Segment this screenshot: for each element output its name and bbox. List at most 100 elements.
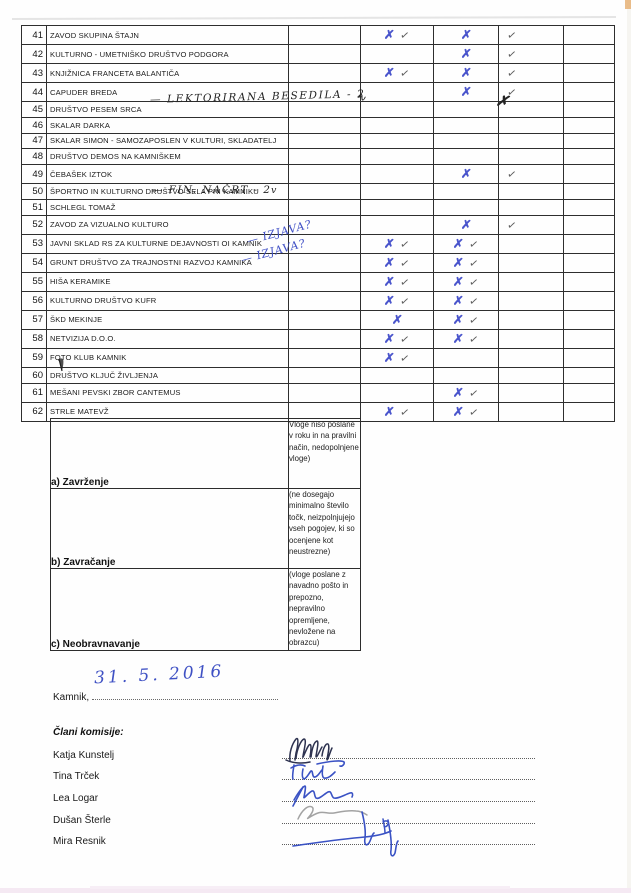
mark-cell [360,198,434,216]
row-number: 48 [21,148,47,166]
mark-cell [360,382,434,403]
mark-cell: ✓ [498,44,564,64]
evaluation-table: 41 ZAVOD SKUPINA ŠTAJN ✗ ✓ ✗ ✓ 42 KULTURNO - UM… [21,25,615,422]
member-name: Katja Kunstelj [53,749,115,761]
mark-cell [498,382,564,403]
x-mark: ✗ [452,255,465,271]
x-mark: ✗ [452,331,465,347]
signature-dotted-line [282,844,535,846]
org-name: ZAVOD SKUPINA ŠTAJN [46,25,289,45]
table-row: 41 ZAVOD SKUPINA ŠTAJN ✗ ✓ ✗ ✓ [21,25,615,45]
table-row: 52 ZAVOD ZA VIZUALNO KULTURO ✗ ✓ [21,214,615,235]
mark-cell: ✗ ✓ [360,252,434,273]
check-mark: ✓ [467,405,479,420]
mark-cell [360,164,434,185]
x-mark: ✗ [383,27,396,43]
mark-cell: ✗ [360,309,434,330]
mark-cell: ✗ ✓ [433,252,499,273]
mark-cell [563,309,615,330]
handwritten-note: — FIN. NAČRT - 2 [152,184,272,196]
mark-cell [563,82,615,102]
table-row: 56 KULTURNO DRUŠTVO KUFR ✗ ✓ ✗ ✓ [21,290,615,311]
mark-cell: ✗ ✓ [360,347,434,368]
mark-cell [288,309,361,330]
table-row: 60 DRUŠTVO KLJUČ ŽIVLJENJA [21,366,615,384]
row-number: 43 [21,63,47,83]
org-name: KNJIŽNICA FRANCETA BALANTIČA [46,63,289,83]
mark-cell: ✗ ✓ [360,233,434,254]
mark-cell [288,183,361,200]
mark-cell: ✗ ✓ [360,401,434,422]
mark-cell [563,63,615,83]
member-name: Mira Resnik [53,836,106,848]
org-name: NETVIZIJA D.O.O. [46,328,289,349]
mark-cell [360,132,434,150]
mark-cell: ✗ ✓ [360,328,434,349]
committee-member-row: Lea Logar [53,786,537,808]
mark-cell [288,271,361,292]
table-row: 51 SCHLEGL TOMAŽ [21,198,615,216]
committee-member-row: Dušan Šterle [53,808,537,830]
check-mark: ✓ [467,257,479,271]
scan-bottom-edge-artifact [0,888,631,893]
handwritten-note: ✗ [494,91,510,111]
check-mark: ✓ [398,352,410,366]
mark-cell: ✗ [433,164,499,185]
mark-cell: ✗ ✓ [360,25,434,45]
mark-cell: ✓ [498,214,564,235]
mark-cell [498,183,564,200]
x-mark: ✗ [460,46,472,62]
x-mark: ✗ [452,404,465,420]
mark-cell [563,183,615,200]
x-mark: ✗ [452,274,465,290]
category-note: (vloge poslane z navadno pošto in prepoz… [288,568,361,651]
mark-cell [498,198,564,216]
x-mark: ✗ [383,331,396,347]
mark-cell [498,309,564,330]
org-name: ŠKD MEKINJE [46,309,289,330]
mark-cell: ✓ [498,25,564,45]
mark-cell [563,148,615,166]
table-row: 48 DRUŠTVO DEMOS NA KAMNIŠKEM [21,148,615,166]
x-mark: ✗ [452,236,465,252]
table-row: 59 FOTO KLUB KAMNIK ✗ ✓ [21,347,615,368]
mark-cell [498,271,564,292]
table-row: 62 STRLE MATEVŽ ✗ ✓ ✗ ✓ [21,401,615,422]
row-number: 56 [21,290,47,311]
row-number: 42 [21,44,47,64]
x-mark: ✗ [383,293,396,309]
check-mark: ✓ [506,168,518,182]
category-row: c) Neobravnavanje (vloge poslane z navadn… [50,568,361,651]
table-row: 58 NETVIZIJA D.O.O. ✗ ✓ ✗ ✓ [21,328,615,349]
mark-cell [288,252,361,273]
category-row: b) Zavračanje (ne dosegajo minimalno štev… [50,488,361,569]
row-number: 59 [21,347,47,368]
mark-cell: ✓ [498,164,564,185]
mark-cell [360,116,434,134]
row-number: 57 [21,309,47,330]
mark-cell: ✗ ✓ [360,271,434,292]
table-row: 43 KNJIŽNICA FRANCETA BALANTIČA ✗ ✓ ✗ ✓ [21,63,615,83]
check-mark: ✓ [398,29,410,43]
row-number: 50 [21,183,47,200]
mark-cell [288,198,361,216]
mark-cell: ✗ [433,63,499,83]
mark-cell [433,116,499,134]
mark-cell: ✗ ✓ [360,63,434,83]
committee-member-row: Katja Kunstelj [53,743,537,765]
row-number: 49 [21,164,47,185]
mark-cell [563,132,615,150]
member-name: Dušan Šterle [53,814,111,826]
mark-cell: ✗ [433,44,499,64]
check-mark: ✓ [398,295,410,309]
x-mark: ✗ [452,293,465,309]
table-row: 44 CAPUDER BREDA ✗ ✓ [21,82,615,102]
check-mark: ✓ [506,67,518,81]
category-table-body: a) Zavrženje Vloge niso poslane v roku in… [50,418,361,651]
check-mark: ✓ [467,314,479,328]
mark-cell [288,328,361,349]
mark-cell [433,183,499,200]
mark-cell [563,401,615,422]
table-row: 61 MEŠANI PEVSKI ZBOR CANTEMUS ✗ ✓ [21,382,615,403]
row-number: 60 [21,366,47,384]
